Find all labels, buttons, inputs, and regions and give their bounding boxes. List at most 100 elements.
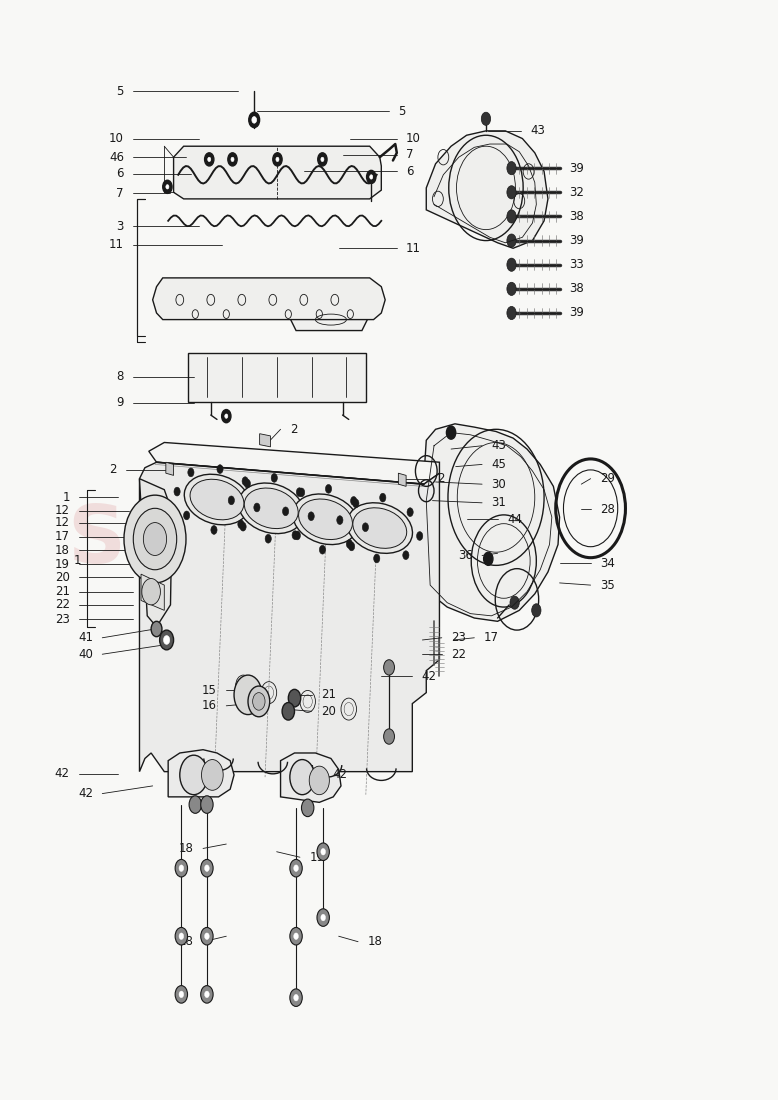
Text: 43: 43 xyxy=(530,124,545,138)
Circle shape xyxy=(238,520,244,529)
Circle shape xyxy=(234,675,262,715)
Circle shape xyxy=(248,686,270,717)
Text: 5: 5 xyxy=(117,85,124,98)
Circle shape xyxy=(510,596,519,609)
Text: 11: 11 xyxy=(109,239,124,252)
Text: 23: 23 xyxy=(451,631,466,645)
Text: 28: 28 xyxy=(600,503,615,516)
Circle shape xyxy=(299,488,305,497)
Circle shape xyxy=(507,258,516,272)
Polygon shape xyxy=(152,278,385,320)
Text: 41: 41 xyxy=(78,631,93,645)
Circle shape xyxy=(289,690,301,707)
Circle shape xyxy=(321,848,325,855)
Circle shape xyxy=(201,927,213,945)
Circle shape xyxy=(201,859,213,877)
Polygon shape xyxy=(166,462,173,475)
Circle shape xyxy=(179,933,184,939)
Text: 35: 35 xyxy=(600,579,615,592)
Circle shape xyxy=(320,546,325,554)
Circle shape xyxy=(294,933,299,939)
Circle shape xyxy=(531,604,541,617)
Text: 15: 15 xyxy=(202,684,217,697)
Text: 12: 12 xyxy=(54,504,70,517)
Circle shape xyxy=(507,283,516,296)
Text: 17: 17 xyxy=(484,631,499,645)
Polygon shape xyxy=(149,442,440,484)
Text: 21: 21 xyxy=(54,585,70,598)
Text: 10: 10 xyxy=(109,132,124,145)
Circle shape xyxy=(273,153,282,166)
Text: 18: 18 xyxy=(55,543,70,557)
Text: 21: 21 xyxy=(321,689,336,702)
Circle shape xyxy=(175,986,187,1003)
Circle shape xyxy=(290,859,303,877)
Circle shape xyxy=(201,986,213,1003)
Text: 23: 23 xyxy=(55,613,70,626)
Circle shape xyxy=(407,508,413,517)
Text: 2: 2 xyxy=(109,463,116,476)
Circle shape xyxy=(124,495,186,583)
Circle shape xyxy=(346,540,352,548)
Text: 34: 34 xyxy=(600,557,615,570)
Text: 31: 31 xyxy=(492,496,506,509)
Circle shape xyxy=(308,512,314,520)
Circle shape xyxy=(290,760,314,794)
Text: 10: 10 xyxy=(406,132,421,145)
Circle shape xyxy=(265,535,272,543)
Circle shape xyxy=(272,473,278,482)
Circle shape xyxy=(363,522,369,531)
Circle shape xyxy=(179,865,184,871)
Text: 18: 18 xyxy=(179,842,194,855)
Circle shape xyxy=(403,551,409,560)
Polygon shape xyxy=(187,352,366,402)
Text: 42: 42 xyxy=(332,769,348,781)
Text: 3: 3 xyxy=(117,220,124,233)
Polygon shape xyxy=(291,311,367,331)
Circle shape xyxy=(189,795,202,813)
Ellipse shape xyxy=(239,483,304,534)
Text: 1: 1 xyxy=(74,554,82,568)
Text: 29: 29 xyxy=(600,472,615,485)
Circle shape xyxy=(507,234,516,248)
Circle shape xyxy=(507,210,516,223)
Circle shape xyxy=(482,112,491,125)
Circle shape xyxy=(282,507,289,516)
Text: 22: 22 xyxy=(54,598,70,612)
Circle shape xyxy=(254,503,260,512)
Polygon shape xyxy=(141,574,164,611)
Circle shape xyxy=(252,117,257,123)
Circle shape xyxy=(143,522,166,556)
Polygon shape xyxy=(420,424,559,622)
Ellipse shape xyxy=(184,474,250,525)
Text: 2: 2 xyxy=(437,472,444,485)
Circle shape xyxy=(416,531,422,540)
Text: 16: 16 xyxy=(202,700,217,713)
Circle shape xyxy=(294,994,299,1001)
Circle shape xyxy=(366,170,376,184)
Circle shape xyxy=(228,496,234,505)
Circle shape xyxy=(231,157,234,162)
Circle shape xyxy=(302,799,314,816)
Circle shape xyxy=(296,487,303,496)
Text: 43: 43 xyxy=(492,439,506,452)
Circle shape xyxy=(211,526,217,535)
Circle shape xyxy=(373,554,380,563)
Circle shape xyxy=(240,522,246,531)
Circle shape xyxy=(290,927,303,945)
Text: 2: 2 xyxy=(290,422,297,436)
Polygon shape xyxy=(173,146,381,199)
Text: 42: 42 xyxy=(54,768,70,780)
Circle shape xyxy=(174,487,180,496)
Circle shape xyxy=(380,493,386,502)
Circle shape xyxy=(184,512,190,520)
Circle shape xyxy=(249,112,260,128)
Circle shape xyxy=(187,468,194,476)
Text: 20: 20 xyxy=(321,705,336,718)
Circle shape xyxy=(294,531,300,540)
Text: SCUDERIA: SCUDERIA xyxy=(67,503,525,580)
Text: 44: 44 xyxy=(507,513,522,526)
Circle shape xyxy=(325,484,331,493)
Text: 7: 7 xyxy=(406,148,414,162)
Circle shape xyxy=(447,426,456,439)
